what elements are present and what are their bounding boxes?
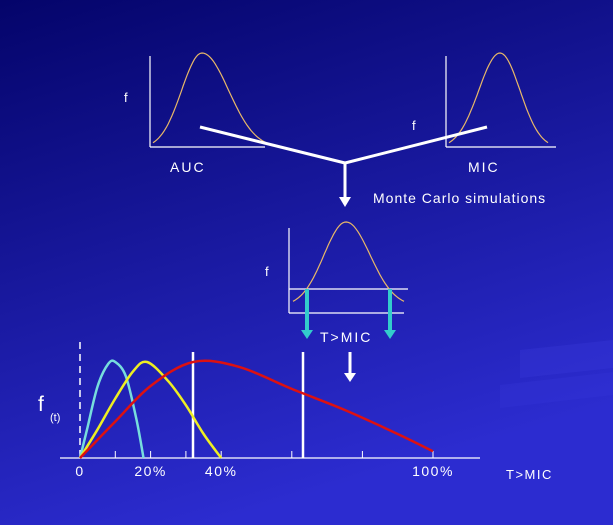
tmic-distribution-plot: f T>MIC — [265, 221, 408, 345]
auc-x-label: AUC — [170, 159, 206, 175]
chart-tick-labels: 0 20% 40% 100% — [75, 463, 454, 479]
mic-connector-line — [344, 125, 488, 165]
tmic-result-chart: 0 20% 40% 100% f (t) T>MIC — [38, 342, 553, 482]
x-tick-label: 100% — [412, 463, 454, 479]
tmic-x-label: T>MIC — [320, 329, 372, 345]
result-arrow — [344, 352, 356, 382]
mic-x-label: MIC — [468, 159, 500, 175]
threshold-arrowhead-right — [384, 330, 396, 339]
x-tick-label: 40% — [205, 463, 238, 479]
x-tick-label: 0 — [75, 463, 84, 479]
background-streak — [520, 340, 613, 378]
chart-y-label-subscript: (t) — [50, 412, 60, 424]
monte-carlo-label: Monte Carlo simulations — [373, 190, 546, 206]
tmic-y-label: f — [265, 264, 269, 279]
auc-distribution-plot: f AUC — [124, 52, 267, 175]
chart-ticks — [79, 451, 434, 458]
x-tick-label: 20% — [134, 463, 167, 479]
chart-x-label: T>MIC — [506, 467, 553, 482]
series-line-1 — [78, 359, 145, 459]
background-streak — [500, 372, 613, 408]
combination-connector — [199, 125, 488, 207]
auc-connector-line — [199, 125, 346, 165]
tmic-distribution-curve — [292, 221, 405, 302]
mic-distribution-curve — [448, 52, 549, 144]
threshold-arrowhead-left — [301, 330, 313, 339]
auc-y-label: f — [124, 90, 128, 105]
series-line-2 — [78, 360, 223, 459]
auc-distribution-curve — [152, 52, 267, 144]
chart-y-label: f — [38, 393, 44, 416]
mic-y-label: f — [412, 118, 416, 133]
chart-series — [78, 359, 434, 459]
mic-distribution-plot: f MIC — [412, 52, 556, 175]
series-line-3 — [79, 359, 434, 459]
result-arrow-head — [344, 373, 356, 382]
down-arrow-head — [339, 197, 351, 207]
